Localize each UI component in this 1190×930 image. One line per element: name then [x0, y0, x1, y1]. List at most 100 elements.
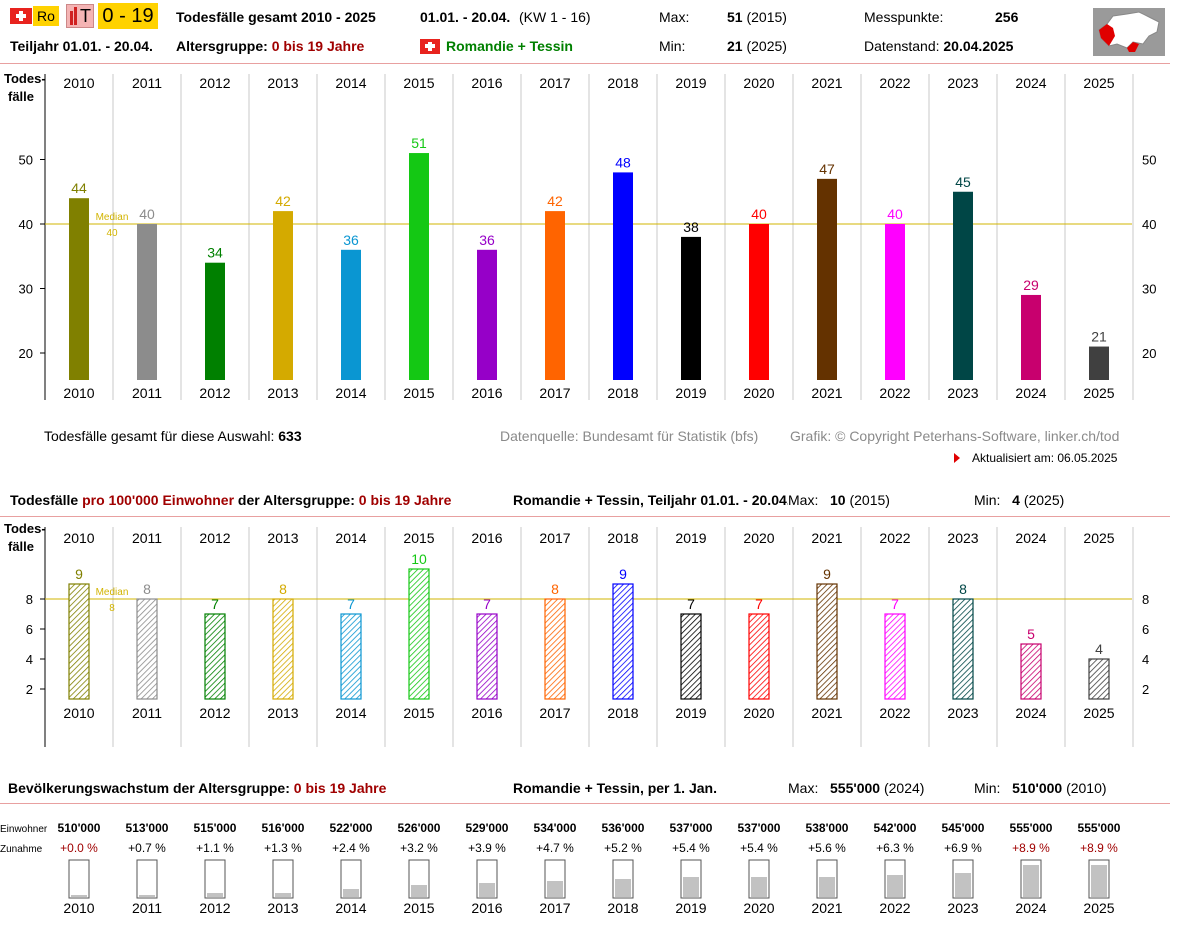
- y-tick-label: 20: [19, 346, 33, 361]
- bar: [273, 211, 293, 380]
- population-value: 537'000: [670, 821, 713, 835]
- population-value: 555'000: [1010, 821, 1053, 835]
- chart-population: Einwohner Zunahme 510'000 +0.0 % 2010 513'000…: [0, 821, 1121, 916]
- bar-value-label: 7: [211, 596, 219, 612]
- x-tick-label: 2021: [811, 385, 842, 401]
- period-kw: (KW 1 - 16): [519, 9, 591, 25]
- y-tick-label-right: 6: [1142, 622, 1149, 637]
- teiljahr-label: Teiljahr 01.01. - 20.04.: [10, 38, 153, 54]
- x-tick-label: 2016: [471, 385, 502, 401]
- y-tick-label: 8: [26, 592, 33, 607]
- x-tick-label: 2015: [403, 900, 434, 916]
- x-tick-label: 2023: [947, 705, 978, 721]
- x-tick-label-top: 2014: [335, 530, 366, 546]
- x-tick-label: 2022: [879, 900, 910, 916]
- x-tick-label-top: 2021: [811, 75, 842, 91]
- bar-value-label: 9: [823, 566, 831, 582]
- swiss-flag-icon: [10, 8, 32, 24]
- growth-gauge: [408, 859, 430, 899]
- x-tick-label: 2012: [199, 705, 230, 721]
- age-group-badge[interactable]: 0 - 19: [98, 3, 158, 29]
- x-tick-label: 2023: [947, 900, 978, 916]
- growth-value: +5.4 %: [672, 841, 710, 855]
- x-tick-label: 2012: [199, 900, 230, 916]
- bar: [408, 568, 430, 700]
- bar-value-label: 10: [411, 551, 427, 567]
- growth-gauge: [816, 859, 838, 899]
- bar-value-label: 8: [551, 581, 559, 597]
- population-value: 536'000: [602, 821, 645, 835]
- growth-value: +1.1 %: [196, 841, 234, 855]
- section3-region: Romandie + Tessin, per 1. Jan.: [513, 780, 717, 796]
- updated-note: Aktualisiert am: 06.05.2025: [954, 451, 1117, 465]
- x-tick-label: 2011: [132, 385, 162, 401]
- y-axis-title: fälle: [8, 539, 34, 554]
- ro-toggle-button[interactable]: Ro: [33, 6, 59, 26]
- bar-value-label: 38: [683, 219, 699, 235]
- bar: [952, 598, 974, 700]
- x-tick-label: 2013: [267, 385, 298, 401]
- growth-gauge: [612, 859, 634, 899]
- growth-value: +1.3 %: [264, 841, 302, 855]
- bar: [1020, 643, 1042, 700]
- bar-value-label: 4: [1095, 641, 1103, 657]
- x-tick-label-top: 2016: [471, 75, 502, 91]
- chart-type-toggle-button[interactable]: T: [66, 4, 94, 28]
- bar-value-label: 5: [1027, 626, 1035, 642]
- x-tick-label: 2014: [335, 385, 366, 401]
- growth-value: +5.4 %: [740, 841, 778, 855]
- switzerland-map-icon[interactable]: [1093, 8, 1165, 56]
- x-tick-label-top: 2018: [607, 530, 638, 546]
- x-tick-label: 2018: [607, 705, 638, 721]
- x-tick-label-top: 2022: [879, 75, 910, 91]
- bar-value-label: 44: [71, 180, 87, 196]
- x-tick-label: 2019: [675, 385, 706, 401]
- x-tick-label-top: 2012: [199, 530, 230, 546]
- growth-gauge: [680, 859, 702, 899]
- region-link[interactable]: Romandie + Tessin: [446, 38, 573, 54]
- x-tick-label: 2014: [335, 705, 366, 721]
- x-tick-label: 2011: [132, 900, 162, 916]
- x-tick-label: 2020: [743, 385, 774, 401]
- x-tick-label: 2022: [879, 705, 910, 721]
- bar-value-label: 47: [819, 161, 835, 177]
- copyright[interactable]: Grafik: © Copyright Peterhans-Software, …: [790, 428, 1120, 444]
- x-tick-label: 2021: [811, 900, 842, 916]
- x-tick-label-top: 2020: [743, 530, 774, 546]
- messpunkte-label: Messpunkte:: [864, 9, 944, 25]
- bar-value-label: 7: [347, 596, 355, 612]
- x-tick-label-top: 2017: [539, 530, 570, 546]
- x-tick-label: 2020: [743, 705, 774, 721]
- bar-value-label: 48: [615, 154, 631, 170]
- y-tick-label: 50: [19, 153, 33, 168]
- growth-value: +6.9 %: [944, 841, 982, 855]
- bar: [681, 236, 701, 380]
- bar-value-label: 8: [279, 581, 287, 597]
- population-value: 534'000: [534, 821, 577, 835]
- bar-value-label: 7: [687, 596, 695, 612]
- population-value: 510'000: [58, 821, 101, 835]
- bar: [204, 613, 226, 700]
- growth-gauge: [476, 859, 498, 899]
- x-tick-label-top: 2016: [471, 530, 502, 546]
- growth-gauge: [952, 859, 974, 899]
- bar-value-label: 34: [207, 245, 223, 261]
- bar-value-label: 40: [139, 206, 155, 222]
- bar-value-label: 7: [755, 596, 763, 612]
- bar-value-label: 9: [75, 566, 83, 582]
- y-tick-label: 4: [26, 652, 33, 667]
- bar: [341, 249, 361, 380]
- x-tick-label: 2010: [63, 900, 94, 916]
- growth-value: +5.6 %: [808, 841, 846, 855]
- x-tick-label-top: 2013: [267, 75, 298, 91]
- bar: [477, 249, 497, 380]
- population-value: 513'000: [126, 821, 169, 835]
- bar-value-label: 9: [619, 566, 627, 582]
- bar: [69, 198, 89, 380]
- x-tick-label: 2022: [879, 385, 910, 401]
- x-tick-label-top: 2018: [607, 75, 638, 91]
- x-tick-label: 2012: [199, 385, 230, 401]
- bar-value-label: 8: [143, 581, 151, 597]
- x-tick-label-top: 2020: [743, 75, 774, 91]
- x-tick-label-top: 2025: [1083, 75, 1114, 91]
